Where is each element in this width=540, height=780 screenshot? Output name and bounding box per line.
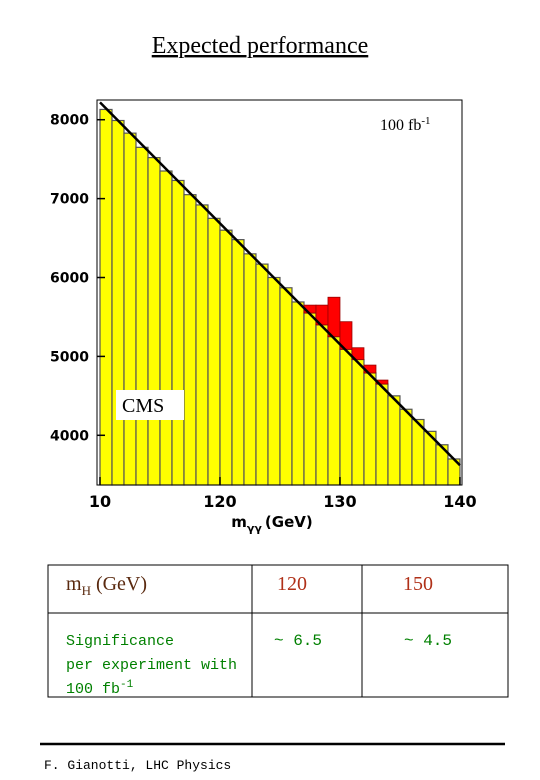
table-border — [47, 564, 509, 698]
row-label-sup: -1 — [120, 679, 134, 691]
background-bar — [255, 263, 269, 486]
header-label-sub: H — [82, 583, 91, 598]
background-bar — [171, 179, 185, 486]
x-tick-label: 140 — [443, 492, 476, 511]
luminosity-sup: -1 — [421, 115, 430, 127]
x-axis-label-text: m — [231, 513, 247, 531]
background-bar — [279, 287, 293, 486]
signal-bar — [327, 296, 341, 338]
chart: 4000 5000 6000 7000 8000 10 120 130 140 mγγ (GeV) 1… — [50, 99, 477, 535]
footer: F. Gianotti, LHC Physics — [44, 758, 231, 773]
x-tick-label: 130 — [323, 492, 356, 511]
luminosity-label: 100 fb-1 — [380, 115, 431, 134]
x-tick-label: 120 — [203, 492, 236, 511]
background-bar — [231, 239, 245, 486]
header-label-unit: (GeV) — [96, 573, 147, 595]
x-tick-label: 10 — [89, 492, 111, 511]
background-bar — [147, 156, 161, 486]
row-value: ~ 6.5 — [274, 632, 322, 650]
background-bar — [135, 146, 149, 486]
background-bar — [123, 132, 137, 486]
background-bar — [339, 348, 353, 486]
y-tick-label: 7000 — [50, 192, 89, 208]
background-bar — [375, 383, 389, 486]
background-bar — [195, 204, 209, 486]
row-value: ~ 4.5 — [404, 632, 452, 650]
header-label-text: m — [66, 573, 82, 595]
background-bar — [291, 301, 305, 486]
background-bar — [315, 324, 329, 486]
signal-bar — [351, 347, 365, 360]
background-bar — [411, 418, 425, 486]
background-bar — [159, 170, 173, 486]
x-axis-label-unit: (GeV) — [265, 513, 313, 531]
y-tick-label: 6000 — [50, 271, 89, 287]
background-bar — [243, 253, 257, 486]
background-bar — [387, 395, 401, 486]
background-bar — [303, 312, 317, 486]
luminosity-text: 100 fb — [380, 117, 421, 134]
row-label: Significance — [66, 633, 174, 650]
background-bar — [399, 408, 413, 486]
row-label: 100 fb-1 — [66, 679, 134, 698]
header-label: mH (GeV) — [66, 573, 147, 598]
experiment-box — [116, 390, 184, 420]
background-bar — [219, 229, 233, 486]
background-bar — [327, 336, 341, 486]
header-value: 120 — [277, 573, 307, 595]
y-tick-label: 4000 — [50, 428, 89, 444]
fit-line — [99, 101, 461, 467]
background-bar — [99, 108, 113, 486]
slide-title: Expected performance — [152, 33, 369, 59]
background-bar — [207, 217, 221, 486]
header-value: 150 — [403, 573, 433, 595]
experiment-label: CMS — [122, 395, 164, 417]
plot-frame — [96, 99, 463, 486]
y-tick-label: 8000 — [50, 113, 89, 129]
background-bar — [267, 276, 281, 486]
row-label: per experiment with — [66, 657, 237, 674]
background-bar — [351, 358, 365, 486]
table: mH (GeV) 120 150 Significance per experim… — [47, 564, 509, 698]
x-axis-label: mγγ (GeV) — [231, 513, 312, 535]
y-tick-label: 5000 — [50, 349, 89, 365]
x-axis-label-sub: γγ — [247, 522, 262, 535]
background-bar — [183, 194, 197, 486]
background-bar — [363, 372, 377, 486]
row-label-text: 100 fb — [66, 681, 120, 698]
background-bar — [111, 119, 125, 486]
